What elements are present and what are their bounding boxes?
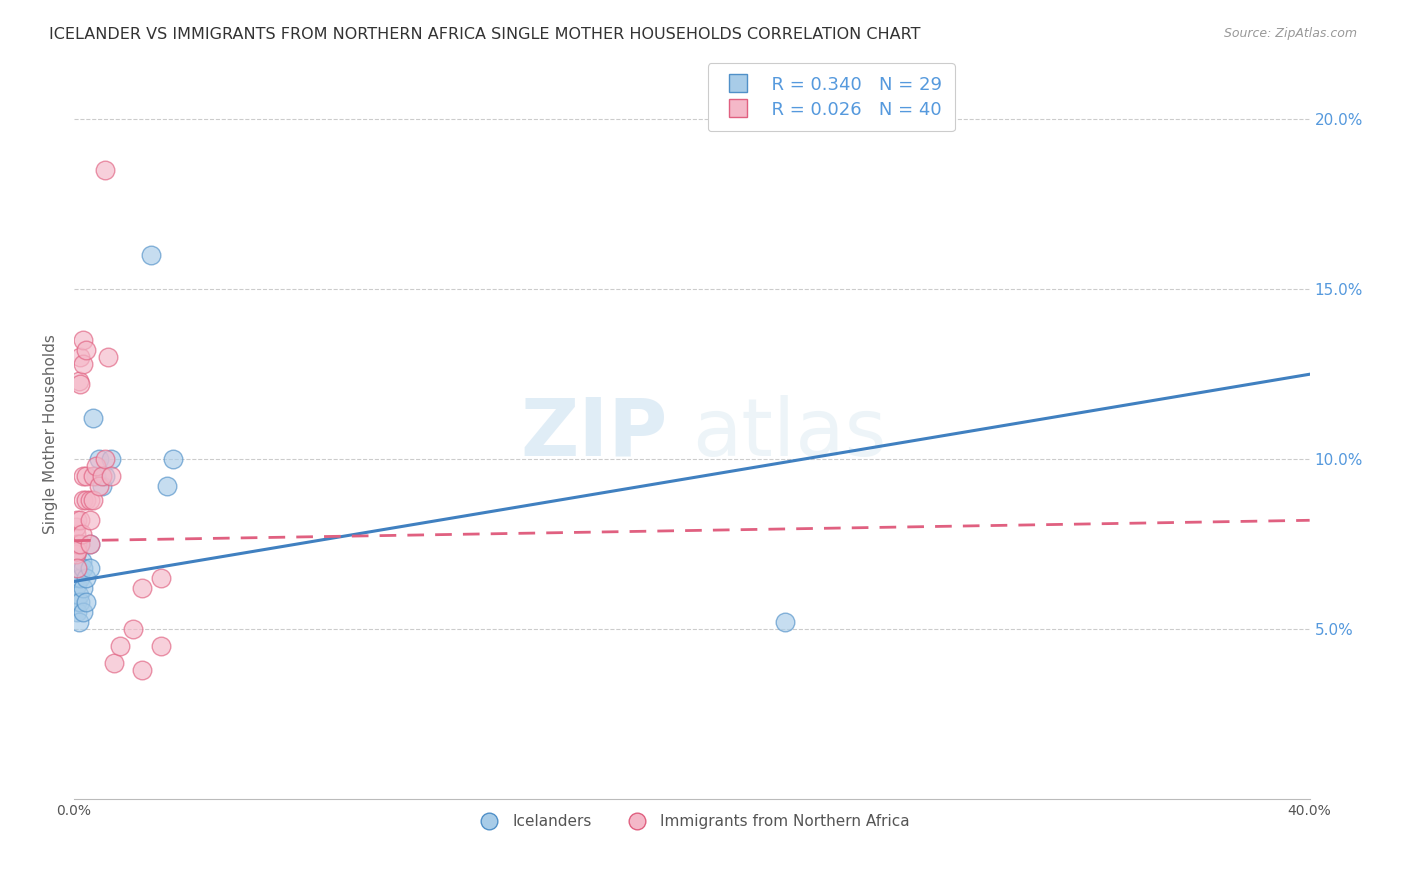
Point: [156, 479, 179, 493]
Point: [79, 561, 101, 575]
Point: [79, 537, 101, 551]
Text: ZIP: ZIP: [520, 394, 668, 473]
Point: [94, 452, 117, 467]
Y-axis label: Single Mother Households: Single Mother Households: [44, 334, 58, 533]
Point: [65, 595, 87, 609]
Point: [63, 544, 86, 558]
Point: [75, 571, 97, 585]
Point: [69, 595, 91, 609]
Point: [69, 571, 91, 585]
Point: [141, 248, 163, 262]
Point: [131, 581, 153, 595]
Point: [79, 513, 101, 527]
Point: [72, 333, 94, 347]
Point: [66, 561, 89, 575]
Point: [72, 492, 94, 507]
Point: [94, 163, 117, 178]
Point: [87, 479, 110, 493]
Point: [75, 469, 97, 483]
Point: [65, 547, 87, 561]
Point: [69, 513, 91, 527]
Point: [66, 578, 89, 592]
Point: [66, 513, 89, 527]
Point: [82, 492, 104, 507]
Point: [84, 469, 107, 483]
Point: [69, 537, 91, 551]
Point: [70, 527, 93, 541]
Point: [67, 588, 90, 602]
Point: [103, 656, 125, 670]
Point: [79, 537, 101, 551]
Point: [69, 537, 91, 551]
Point: [82, 411, 104, 425]
Point: [149, 571, 172, 585]
Point: [75, 595, 97, 609]
Point: [162, 452, 184, 467]
Point: [773, 615, 796, 630]
Point: [65, 520, 87, 534]
Point: [72, 581, 94, 595]
Text: ICELANDER VS IMMIGRANTS FROM NORTHERN AFRICA SINGLE MOTHER HOUSEHOLDS CORRELATIO: ICELANDER VS IMMIGRANTS FROM NORTHERN AF…: [49, 27, 921, 42]
Point: [82, 469, 104, 483]
Text: atlas: atlas: [692, 394, 886, 473]
Point: [65, 547, 87, 561]
Point: [84, 458, 107, 473]
Point: [131, 663, 153, 677]
Point: [90, 469, 112, 483]
Point: [65, 537, 87, 551]
Point: [72, 469, 94, 483]
Point: [94, 469, 117, 483]
Point: [72, 561, 94, 575]
Point: [65, 527, 87, 541]
Point: [69, 377, 91, 392]
Text: Source: ZipAtlas.com: Source: ZipAtlas.com: [1223, 27, 1357, 40]
Point: [66, 544, 89, 558]
Point: [67, 615, 90, 630]
Point: [121, 622, 143, 636]
Point: [79, 492, 101, 507]
Point: [75, 343, 97, 358]
Legend: Icelanders, Immigrants from Northern Africa: Icelanders, Immigrants from Northern Afr…: [468, 808, 915, 835]
Point: [100, 452, 122, 467]
Point: [110, 639, 132, 653]
Point: [97, 351, 120, 365]
Point: [87, 452, 110, 467]
Point: [69, 351, 91, 365]
Point: [66, 605, 89, 619]
Point: [65, 571, 87, 585]
Point: [75, 492, 97, 507]
Point: [72, 357, 94, 371]
Point: [100, 469, 122, 483]
Point: [90, 479, 112, 493]
Point: [72, 605, 94, 619]
Point: [66, 561, 89, 575]
Point: [149, 639, 172, 653]
Point: [70, 554, 93, 568]
Point: [67, 374, 90, 388]
